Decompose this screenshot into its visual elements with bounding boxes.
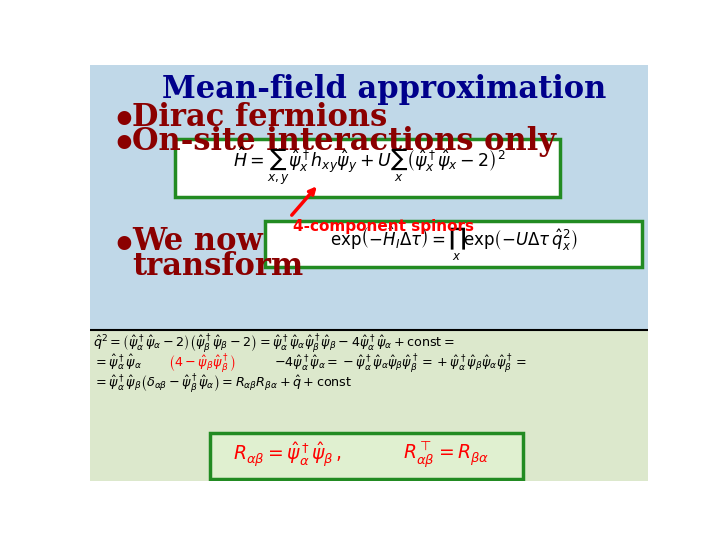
FancyBboxPatch shape bbox=[90, 65, 648, 330]
Text: $= \hat{\psi}_\alpha^\dagger\hat{\psi}_\beta\left(\delta_{\alpha\beta} - \hat{\p: $= \hat{\psi}_\alpha^\dagger\hat{\psi}_\… bbox=[93, 372, 352, 395]
FancyBboxPatch shape bbox=[265, 221, 642, 267]
Text: On-site interactions only: On-site interactions only bbox=[132, 126, 556, 157]
Text: $R_{\alpha\beta}^\top = R_{\beta\alpha}$: $R_{\alpha\beta}^\top = R_{\beta\alpha}$ bbox=[403, 440, 490, 470]
Text: transform: transform bbox=[132, 251, 303, 282]
Text: Dirac fermions: Dirac fermions bbox=[132, 102, 387, 133]
FancyBboxPatch shape bbox=[210, 433, 523, 479]
Text: We now: We now bbox=[132, 226, 263, 258]
Text: $R_{\alpha\beta} = \hat{\psi}_\alpha^\dagger\hat{\psi}_\beta\,,$: $R_{\alpha\beta} = \hat{\psi}_\alpha^\da… bbox=[233, 441, 342, 469]
Text: $- 4\hat{\psi}_\alpha^\dagger\hat{\psi}_\alpha = -\hat{\psi}_\alpha^\dagger\hat{: $- 4\hat{\psi}_\alpha^\dagger\hat{\psi}_… bbox=[274, 352, 527, 375]
Text: Mean-field approximation: Mean-field approximation bbox=[162, 74, 607, 105]
FancyBboxPatch shape bbox=[175, 139, 559, 197]
Text: •: • bbox=[112, 102, 137, 140]
Text: $\hat{H} = \sum_{x,y} \hat{\psi}_x^\dagger h_{xy} \hat{\psi}_y + U\sum_{x} \left: $\hat{H} = \sum_{x,y} \hat{\psi}_x^\dagg… bbox=[233, 146, 505, 188]
Text: $\exp\!\left(-\hat{H}_I \Delta\tau\right) = \prod_{x} \exp\!\left(-U\Delta\tau\,: $\exp\!\left(-\hat{H}_I \Delta\tau\right… bbox=[330, 224, 578, 263]
Text: $\left(4 - \hat{\psi}_\beta\hat{\psi}_\beta^\dagger\right)$: $\left(4 - \hat{\psi}_\beta\hat{\psi}_\b… bbox=[168, 352, 235, 375]
Text: •: • bbox=[112, 126, 137, 164]
Text: $\hat{q}^2 = \left(\hat{\psi}_\alpha^\dagger\hat{\psi}_\alpha - 2\right)\left(\h: $\hat{q}^2 = \left(\hat{\psi}_\alpha^\da… bbox=[93, 332, 455, 355]
Text: •: • bbox=[112, 226, 137, 265]
Text: $= \hat{\psi}_\alpha^\dagger\hat{\psi}_\alpha$: $= \hat{\psi}_\alpha^\dagger\hat{\psi}_\… bbox=[93, 352, 142, 372]
FancyBboxPatch shape bbox=[90, 330, 648, 481]
Text: 4-component spinors: 4-component spinors bbox=[293, 219, 474, 234]
